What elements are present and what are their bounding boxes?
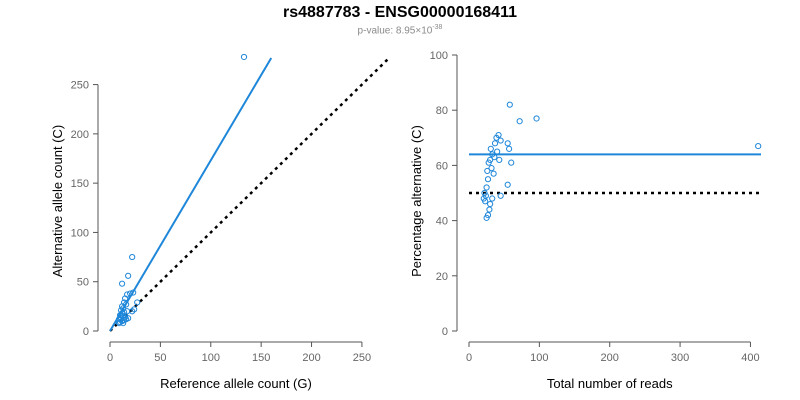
plot2-point: [491, 140, 499, 147]
pvalue-exponent: -38: [432, 24, 443, 31]
plot1-point: [134, 299, 141, 306]
plot2-point: [504, 181, 511, 188]
plot1-x-tick-label: 0: [107, 352, 113, 364]
plot2-point: [497, 137, 504, 144]
plot1-point: [127, 290, 134, 297]
plot2-y-tick-label: 20: [436, 271, 448, 283]
plot2-x-tick-label: 200: [601, 352, 619, 364]
plot2-point: [533, 115, 540, 122]
plot1-reference-line: [109, 56, 390, 332]
plot1-x-tick-label: 200: [302, 352, 320, 364]
plot1-y-tick-label: 100: [71, 227, 89, 239]
plot2-point: [483, 214, 490, 221]
plot2-point: [484, 176, 492, 183]
plot2-y-axis-label: Percentage alternative (C): [409, 125, 424, 277]
plot2-point: [508, 159, 515, 166]
plot1-point: [240, 53, 248, 61]
plot2-point: [486, 206, 493, 213]
chart-title: rs4887783 - ENSG00000168411: [283, 4, 517, 21]
plot2-point: [504, 140, 511, 147]
plot2-x-axis-label: Total number of reads: [547, 376, 673, 391]
plot2-x-tick-label: 0: [466, 352, 472, 364]
plot1-point: [116, 319, 124, 326]
plot1-point: [129, 308, 136, 315]
plot2-point: [506, 145, 513, 152]
plot1-x-axis-label: Reference allele count (G): [160, 376, 312, 391]
plot1-point: [129, 253, 136, 261]
plot2-point: [494, 148, 501, 155]
plot2-point: [493, 134, 500, 141]
plot2-y-tick-label: 60: [436, 160, 448, 172]
plot1-point: [131, 306, 138, 313]
plot1-point: [125, 315, 132, 322]
plot1-fit-line: [109, 57, 273, 332]
plot2-x-tick-label: 100: [530, 352, 548, 364]
plot2-x-tick-label: 300: [671, 352, 689, 364]
plot2-point: [516, 118, 523, 125]
plot1-point: [115, 320, 123, 327]
pvalue-text: p-value: 8.95×10: [357, 25, 433, 37]
plot2-y-tick-label: 40: [436, 216, 448, 228]
plot2-x-tick-label: 400: [741, 352, 759, 364]
plot1-y-tick-label: 250: [71, 80, 89, 92]
plot1-y-tick-label: 0: [83, 326, 89, 338]
plot1-x-tick-label: 100: [202, 352, 220, 364]
plot2-y-tick-label: 80: [436, 105, 448, 117]
plot2-point: [490, 170, 497, 177]
plot1-point: [121, 315, 128, 322]
plot2-point: [488, 165, 495, 172]
plot1-y-tick-label: 200: [71, 129, 89, 141]
plot1-x-tick-label: 150: [252, 352, 270, 364]
plot1-x-tick-label: 50: [154, 352, 166, 364]
plot2-point: [487, 145, 494, 152]
plot2-point: [482, 198, 489, 205]
plot1-point: [118, 280, 126, 287]
plot1-point: [125, 272, 132, 279]
plot2-point: [483, 184, 490, 191]
plot2-y-tick-label: 100: [430, 50, 448, 62]
plot1-point: [122, 295, 129, 302]
plot2-point: [489, 195, 496, 202]
plot1-y-tick-label: 150: [71, 178, 89, 190]
plot2-y-tick-label: 0: [442, 326, 448, 338]
plot2-point: [484, 167, 491, 175]
plot2-point: [506, 101, 513, 108]
plot2-point: [487, 200, 494, 208]
plot1-x-tick-label: 250: [353, 352, 371, 364]
plot1-point: [130, 289, 137, 296]
plot2-point: [485, 159, 492, 166]
plot2-point: [497, 192, 504, 199]
plot2-point: [755, 142, 762, 150]
plot1-y-tick-label: 50: [77, 277, 89, 289]
chart-subtitle: p-value: 8.95×10-38: [0, 24, 800, 36]
plot2-point: [496, 156, 503, 163]
plot2-point: [491, 154, 498, 161]
plot1-y-axis-label: Alternative allele count (C): [50, 125, 65, 277]
